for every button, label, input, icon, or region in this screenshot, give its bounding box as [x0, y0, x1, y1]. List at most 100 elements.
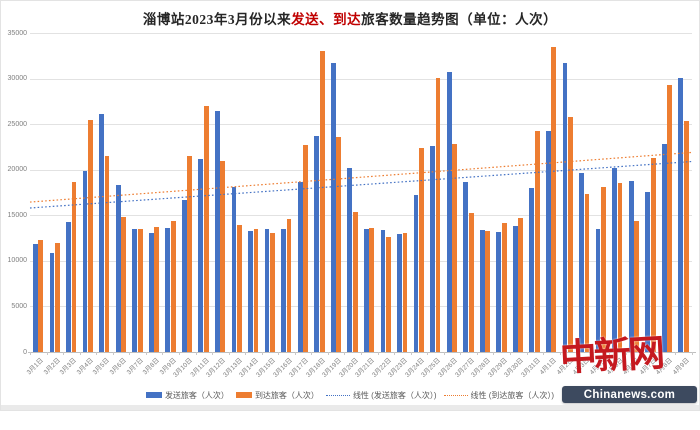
bar: [397, 234, 402, 352]
x-axis-tick: [162, 352, 164, 355]
bar: [661, 144, 667, 352]
x-axis-tick: [79, 352, 81, 355]
x-axis-tick: [245, 352, 247, 355]
bar: [187, 155, 193, 352]
bar: [132, 229, 138, 352]
legend-swatch-bar: [235, 392, 252, 398]
legend-swatch-bar: [145, 392, 162, 398]
bar: [534, 130, 540, 352]
x-axis-tick: [361, 352, 362, 355]
x-axis-tick: [460, 352, 462, 355]
x-axis-tick: [228, 352, 230, 355]
bar: [88, 119, 93, 352]
bar: [595, 229, 601, 352]
bar: [66, 222, 71, 352]
bar: [601, 187, 606, 352]
legend-label: 线性 (发送旅客（人次）): [352, 390, 437, 400]
bar: [231, 187, 237, 352]
bar: [330, 62, 336, 352]
bar: [137, 228, 143, 352]
chart-title-prefix: 淄博站2023年3月份以来: [142, 12, 292, 27]
bar: [49, 252, 55, 352]
legend-swatch-dotted-line: [443, 394, 468, 396]
bar: [181, 199, 187, 352]
chinanews-logo: 中新网: [558, 333, 664, 380]
bar: [347, 167, 353, 352]
bar: [286, 219, 292, 352]
x-axis-tick: [327, 352, 329, 355]
bar: [496, 231, 502, 352]
x-axis-tick: [443, 352, 445, 355]
chinanews-site-badge: Chinanews.com: [562, 386, 697, 403]
x-axis-tick: [526, 352, 528, 355]
x-axis-tick: [30, 352, 31, 355]
bar: [562, 62, 568, 352]
chart-title: 淄博站2023年3月份以来发送、到达旅客数量趋势图（单位：人次）: [0, 8, 700, 28]
x-axis-tick: [559, 352, 561, 355]
x-axis-tick: [377, 352, 379, 355]
x-axis-tick: [178, 352, 180, 355]
bar: [380, 229, 386, 352]
legend-label: 线性 (到达旅客（人次）): [470, 390, 555, 400]
x-axis-tick: [294, 352, 296, 355]
gridline: [30, 260, 692, 262]
x-axis-tick: [642, 352, 644, 355]
bar: [363, 229, 369, 352]
bar: [54, 243, 60, 352]
bar: [220, 160, 226, 352]
bar: [336, 136, 342, 352]
chart-title-suffix: 旅客数量趋势图（单位：人次）: [361, 12, 558, 27]
bar: [430, 145, 435, 352]
bar: [468, 212, 474, 352]
bar: [99, 113, 104, 352]
bar: [628, 181, 634, 352]
x-axis-tick: [476, 352, 478, 355]
bar: [154, 226, 160, 352]
bar: [584, 194, 590, 352]
page-edge-strip: [0, 405, 700, 411]
bar: [148, 232, 154, 352]
bar: [121, 217, 126, 352]
bar: [115, 185, 121, 352]
bar: [678, 78, 684, 352]
x-axis-tick: [394, 352, 396, 355]
bar: [617, 183, 623, 352]
bar: [237, 225, 242, 352]
x-axis-tick: [692, 352, 693, 355]
x-axis-tick: [543, 352, 545, 355]
bar: [529, 187, 535, 352]
x-axis-tick: [63, 352, 65, 355]
y-axis-tick-label: 25000: [7, 120, 27, 128]
x-axis-tick: [96, 352, 98, 355]
bar: [203, 105, 209, 352]
x-axis-tick: [261, 352, 263, 355]
bar: [650, 158, 656, 352]
bar: [435, 77, 441, 352]
bar: [546, 130, 551, 352]
x-axis-tick: [46, 352, 48, 355]
legend-swatch-dotted-line: [325, 394, 350, 396]
trendline: [29, 160, 693, 209]
legend-item: 线性 (发送旅客（人次）): [325, 390, 437, 401]
legend-item: 线性 (到达旅客（人次）): [443, 390, 555, 401]
bar: [645, 191, 651, 352]
bar: [352, 211, 358, 352]
x-axis-tick: [675, 352, 677, 355]
y-axis-tick-label: 35000: [7, 29, 27, 37]
x-axis-tick: [344, 352, 346, 355]
x-axis-tick: [493, 352, 495, 355]
x-axis-tick: [145, 352, 147, 355]
bar: [683, 120, 689, 352]
legend-label: 到达旅客（人次）: [254, 390, 319, 400]
bar: [634, 221, 640, 352]
y-axis-tick-label: 10000: [7, 257, 27, 265]
bar: [479, 230, 485, 352]
bar: [501, 222, 507, 352]
bar: [402, 233, 408, 352]
gridline: [30, 215, 692, 217]
bar: [248, 230, 253, 352]
x-axis-tick: [509, 352, 511, 355]
chart-legend: 发送旅客（人次） 到达旅客（人次） 线性 (发送旅客（人次）) 线性 (到达旅客（人次…: [0, 387, 700, 403]
x-axis-tick: [195, 352, 197, 355]
bar: [198, 158, 204, 352]
